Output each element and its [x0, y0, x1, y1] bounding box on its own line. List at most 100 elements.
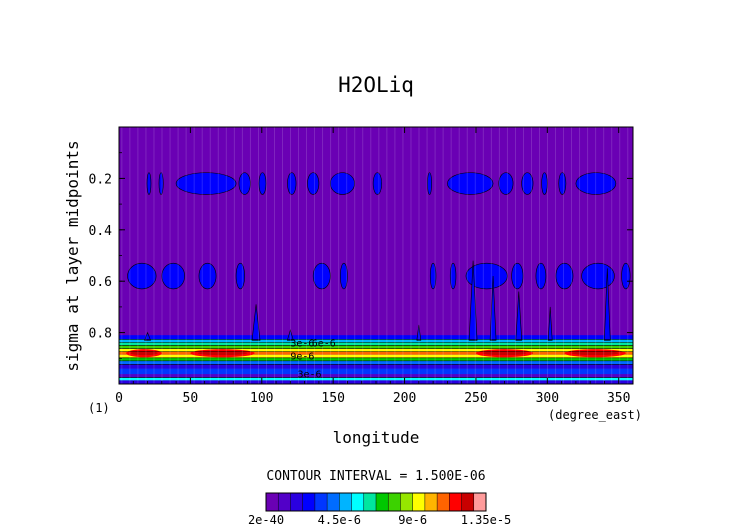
blob-1-1: [161, 262, 185, 290]
colorbar-swatch: [449, 493, 462, 511]
blob-0-7: [330, 172, 355, 195]
colorbar-swatch: [278, 493, 291, 511]
blob-1-9: [511, 262, 524, 290]
colorbar-swatch: [376, 493, 389, 511]
blob-1-4: [312, 262, 331, 290]
blob-1-11: [555, 262, 574, 290]
colorbar: 2e-40 4.5e-6 9e-6 1.35e-5: [248, 492, 512, 527]
colorbar-swatch: [461, 493, 474, 511]
blob-0-9: [427, 172, 432, 195]
blob-0-13: [541, 172, 548, 195]
blob-1-10: [535, 262, 547, 290]
blob-1-6: [429, 262, 437, 290]
heat-band-10: [119, 368, 633, 375]
x-tick-label: 100: [250, 391, 273, 406]
spike-2: [489, 276, 497, 341]
y-axis-label: sigma at layer midpoints: [63, 140, 82, 371]
x-tick-label: 300: [536, 391, 559, 406]
x-axis: 0 50 100 150 200 250 300 350: [115, 127, 630, 406]
colorbar-swatch: [351, 493, 364, 511]
blob-1-13: [621, 262, 631, 290]
x-tick-label: 250: [464, 391, 487, 406]
x-tick-label: 350: [607, 391, 630, 406]
x-tick-label: 150: [321, 391, 344, 406]
blob-1-12: [581, 262, 615, 290]
blob-0-14: [558, 172, 567, 195]
plot-area: [118, 126, 634, 385]
colorbar-swatch: [412, 493, 425, 511]
contour-label: 3e-6: [290, 339, 314, 350]
heat-band-9: [119, 364, 633, 369]
colorbar-swatch: [327, 493, 340, 511]
colorbar-label: 9e-6: [398, 513, 427, 527]
x-tick-label: 50: [183, 391, 199, 406]
blob-0-8: [372, 172, 383, 195]
colorbar-swatch: [473, 493, 486, 511]
y-axis: 0.2 0.4 0.6 0.8: [89, 152, 633, 385]
colorbar-swatch: [290, 493, 303, 511]
blob-1-3: [235, 262, 245, 290]
spike-8: [416, 324, 422, 341]
contour-label: 6e-6: [312, 339, 336, 350]
colorbar-label: 4.5e-6: [318, 513, 361, 527]
contour-interval-text: CONTOUR INTERVAL = 1.500E-06: [266, 469, 485, 484]
colorbar-swatch: [400, 493, 413, 511]
y-tick-label: 0.6: [89, 275, 112, 290]
heat-band-11: [119, 374, 633, 378]
blob-1-5: [340, 262, 348, 290]
blob-0-12: [521, 172, 534, 195]
x-units-label: (degree_east): [548, 408, 642, 422]
blob-1-7: [449, 262, 457, 290]
y-tick-label: 0.8: [89, 327, 112, 342]
contour-label: 3e-6: [297, 370, 321, 381]
colorbar-swatch: [424, 493, 438, 511]
blob-0-1: [158, 172, 164, 195]
y-tick-label: 0.4: [89, 224, 113, 239]
colorbar-swatch: [302, 493, 315, 511]
y-tick-label: 0.2: [89, 172, 112, 187]
spike-0: [251, 304, 261, 341]
blob-0-6: [307, 172, 320, 195]
spike-4: [547, 306, 553, 341]
blob-1-0: [127, 262, 157, 290]
spike-5: [603, 268, 611, 341]
heat-band-7: [119, 357, 633, 361]
spike-3: [515, 291, 523, 341]
contour-label-layer: 3e-66e-69e-63e-6: [290, 339, 336, 381]
corner-label: (1): [88, 401, 110, 415]
heat-band-3: [119, 345, 633, 349]
heat-peak-3: [571, 351, 619, 356]
colorbar-swatch: [388, 493, 401, 511]
colorbar-swatch: [314, 493, 328, 511]
spike-7: [286, 328, 294, 341]
heat-band-6: [119, 354, 633, 358]
chart-title: H2OLiq: [338, 73, 414, 97]
heat-band-4: [119, 348, 633, 352]
x-tick-label: 200: [393, 391, 416, 406]
heat-layer: [119, 172, 633, 384]
blob-1-2: [198, 262, 217, 290]
spike-1: [468, 260, 478, 341]
blob-0-15: [575, 172, 617, 195]
colorbar-label: 2e-40: [248, 513, 284, 527]
blob-0-4: [258, 172, 267, 195]
blob-0-2: [175, 172, 237, 195]
colorbar-swatch: [266, 493, 279, 511]
colorbar-swatch: [339, 493, 352, 511]
blob-0-0: [146, 172, 152, 195]
blob-1-8: [465, 262, 508, 290]
colorbar-swatch: [363, 493, 376, 511]
colorbar-swatch: [437, 493, 450, 511]
blob-0-3: [238, 172, 251, 195]
blob-0-5: [287, 172, 297, 195]
heat-band-2: [119, 342, 633, 346]
blob-0-11: [498, 172, 514, 195]
heat-band-5: [119, 351, 633, 355]
x-tick-label: 0: [115, 391, 123, 406]
heat-band-1: [119, 339, 633, 343]
colorbar-label: 1.35e-5: [461, 513, 512, 527]
heat-band-8: [119, 360, 633, 365]
heat-peak-2: [482, 351, 527, 356]
heat-peak-0: [130, 351, 158, 356]
